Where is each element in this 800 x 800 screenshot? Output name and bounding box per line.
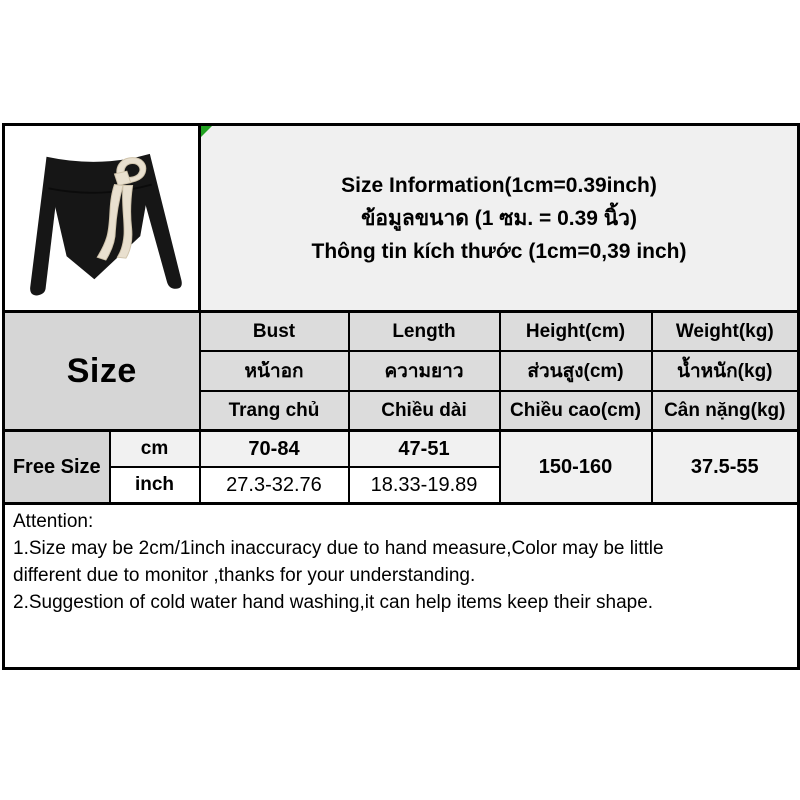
col-weight-en: Weight(kg)	[650, 310, 800, 352]
attention-heading: Attention:	[13, 511, 94, 532]
col-height-en: Height(cm)	[498, 310, 653, 352]
col-length-en: Length	[347, 310, 501, 352]
col-height-vi: Chiều cao(cm)	[498, 390, 653, 432]
product-photo	[29, 153, 182, 296]
col-weight-vi: Cân nặng(kg)	[650, 390, 800, 432]
product-image-cell	[2, 123, 201, 313]
bust-cm-value: 70-84	[198, 429, 350, 468]
weight-value: 37.5-55	[650, 429, 800, 505]
size-name-cell: Free Size	[2, 429, 111, 505]
length-cm-value: 47-51	[347, 429, 501, 468]
title-thai: ข้อมูลขนาด (1 ซม. = 0.39 นิ้ว)	[361, 206, 637, 230]
unit-inch-cell: inch	[108, 466, 201, 505]
attention-line-1: 1.Size may be 2cm/1inch inaccuracy due t…	[13, 538, 664, 559]
col-bust-th: หน้าอก	[198, 350, 350, 392]
title-vietnamese: Thông tin kích thước (1cm=0,39 inch)	[311, 239, 687, 263]
size-info-title-cell: Size Information(1cm=0.39inch) ข้อมูลขนา…	[197, 123, 800, 313]
size-chart-sheet: Size Information(1cm=0.39inch) ข้อมูลขนา…	[2, 123, 800, 670]
size-header: Size	[2, 310, 201, 432]
unit-cm-cell: cm	[108, 429, 201, 468]
col-height-th: ส่วนสูง(cm)	[498, 350, 653, 392]
size-table: Size Information(1cm=0.39inch) ข้อมูลขนา…	[2, 123, 800, 670]
col-bust-en: Bust	[198, 310, 350, 352]
col-length-th: ความยาว	[347, 350, 501, 392]
col-weight-th: น้ำหนัก(kg)	[650, 350, 800, 392]
col-length-vi: Chiều dài	[347, 390, 501, 432]
excel-corner-triangle-icon	[202, 126, 212, 137]
height-value: 150-160	[498, 429, 653, 505]
col-bust-vi: Trang chủ	[198, 390, 350, 432]
attention-notes: Attention: 1.Size may be 2cm/1inch inacc…	[2, 502, 800, 670]
bust-inch-value: 27.3-32.76	[198, 466, 350, 505]
attention-line-3: 2.Suggestion of cold water hand washing,…	[13, 592, 654, 613]
attention-line-2: different due to monitor ,thanks for you…	[13, 565, 476, 586]
length-inch-value: 18.33-19.89	[347, 466, 501, 505]
title-english: Size Information(1cm=0.39inch)	[341, 173, 657, 197]
